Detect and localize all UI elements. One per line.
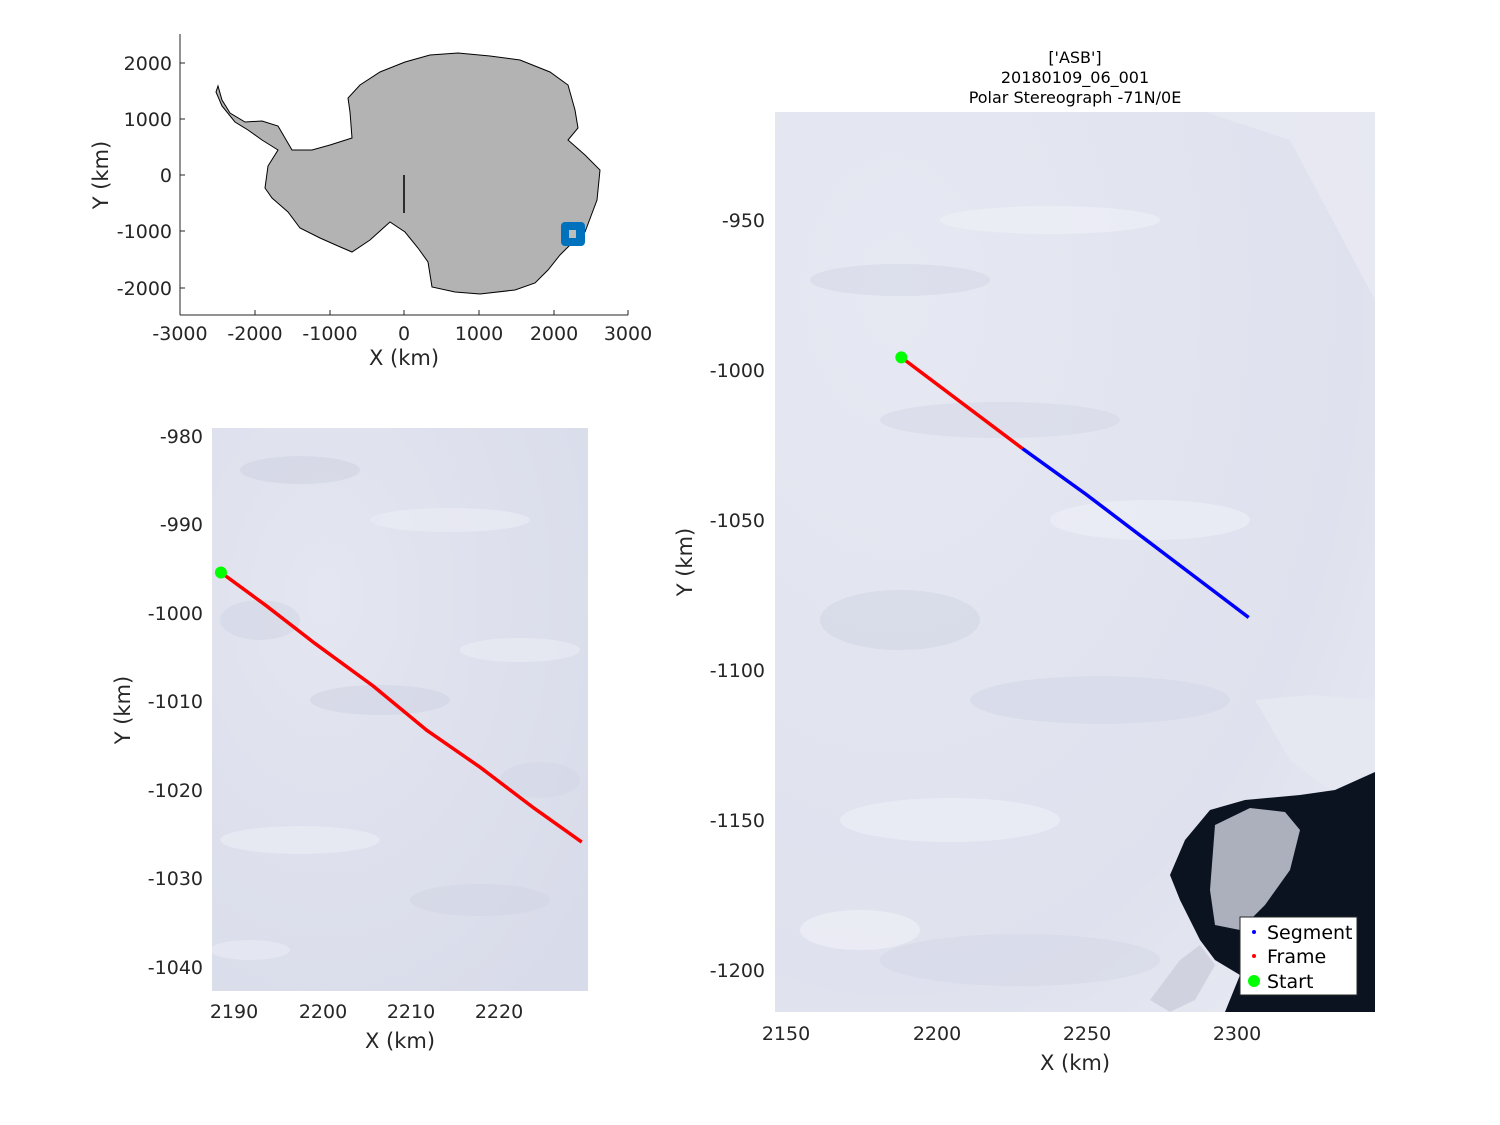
frame-map-texture: [212, 456, 580, 960]
frame-map: 2190 2200 2210 2220 -980 -990 -1000 -101…: [111, 426, 588, 1053]
frame-x-tick-label: 2210: [387, 1001, 435, 1023]
overview-y-tick-label: 1000: [124, 109, 172, 131]
overview-y-tick-label: 0: [160, 165, 172, 187]
overview-y-tick-label: -2000: [117, 278, 172, 300]
flight-location-marker-center: [569, 230, 576, 238]
overview-x-tick-label: 3000: [604, 323, 652, 345]
frame-x-tick-label: 2200: [299, 1001, 347, 1023]
overview-x-tick-label: 1000: [455, 323, 503, 345]
segment-x-tick-label: 2250: [1063, 1023, 1111, 1045]
legend-label-start: Start: [1267, 971, 1313, 993]
legend-label-segment: Segment: [1267, 922, 1353, 944]
segment-x-tick-label: 2150: [762, 1023, 810, 1045]
figure-title-line-3: Polar Stereograph -71N/0E: [969, 88, 1182, 107]
frame-y-tick-label: -1010: [148, 691, 203, 713]
segment-y-axis-label: Y (km): [673, 528, 697, 598]
frame-y-tick-label: -990: [160, 514, 203, 536]
frame-y-tick-label: -980: [160, 426, 203, 448]
legend-marker-start: [1248, 975, 1260, 987]
overview-x-tick-label: -1000: [302, 323, 357, 345]
overview-map: -3000 -2000 -1000 0 1000 2000 3000 -2000…: [89, 34, 652, 370]
antarctica-landmass: [215, 52, 601, 295]
frame-y-tick-label: -1030: [148, 868, 203, 890]
frame-x-tick-label: 2220: [475, 1001, 523, 1023]
segment-x-tick-label: 2200: [913, 1023, 961, 1045]
overview-x-tick-label: 2000: [530, 323, 578, 345]
segment-y-tick-label: -1150: [710, 810, 765, 832]
segment-start-marker: [895, 351, 908, 364]
frame-y-tick-label: -1040: [148, 957, 203, 979]
segment-legend: Segment Frame Start: [1239, 916, 1358, 996]
figure-title-line-2: 20180109_06_001: [1001, 68, 1149, 88]
frame-y-tick-label: -1020: [148, 780, 203, 802]
segment-frame-line: [900, 356, 1024, 450]
segment-track-line: [1021, 447, 1250, 619]
frame-start-marker: [214, 566, 227, 579]
segment-map: ['ASB'] 20180109_06_001 Polar Stereograp…: [673, 48, 1375, 1075]
overview-x-tick-label: -2000: [227, 323, 282, 345]
overview-y-tick-label: 2000: [124, 53, 172, 75]
segment-y-tick-label: -1000: [710, 360, 765, 382]
figure-title-line-1: ['ASB']: [1048, 48, 1101, 67]
overview-x-axis-label: X (km): [369, 346, 439, 370]
segment-x-ticks: 2150 2200 2250 2300: [762, 1023, 1261, 1045]
legend-label-frame: Frame: [1267, 946, 1326, 968]
segment-x-tick-label: 2300: [1213, 1023, 1261, 1045]
overview-x-tick-label: 0: [398, 323, 410, 345]
frame-y-tick-label: -1000: [148, 603, 203, 625]
segment-y-ticks: -950 -1000 -1050 -1100 -1150 -1200: [710, 210, 765, 982]
sea-ice-floes: [1210, 808, 1300, 930]
overview-y-tick-label: -1000: [117, 221, 172, 243]
legend-marker-segment: [1252, 930, 1256, 934]
segment-x-axis-label: X (km): [1040, 1051, 1110, 1075]
frame-x-axis-label: X (km): [365, 1029, 435, 1053]
segment-y-tick-label: -950: [722, 210, 765, 232]
segment-y-tick-label: -1100: [710, 660, 765, 682]
overview-x-ticks: -3000 -2000 -1000 0 1000 2000 3000: [152, 310, 652, 345]
segment-y-tick-label: -1200: [710, 960, 765, 982]
segment-y-tick-label: -1050: [710, 510, 765, 532]
frame-y-ticks: -980 -990 -1000 -1010 -1020 -1030 -1040: [148, 426, 203, 979]
legend-marker-frame: [1252, 954, 1256, 958]
frame-track-line: [219, 571, 583, 844]
overview-x-tick-label: -3000: [152, 323, 207, 345]
frame-y-axis-label: Y (km): [111, 676, 135, 746]
frame-x-tick-label: 2190: [210, 1001, 258, 1023]
segment-map-texture: [800, 112, 1375, 1012]
overview-y-ticks: -2000 -1000 0 1000 2000: [117, 53, 185, 300]
overview-y-axis-label: Y (km): [89, 141, 113, 211]
frame-x-ticks: 2190 2200 2210 2220: [210, 1001, 523, 1023]
